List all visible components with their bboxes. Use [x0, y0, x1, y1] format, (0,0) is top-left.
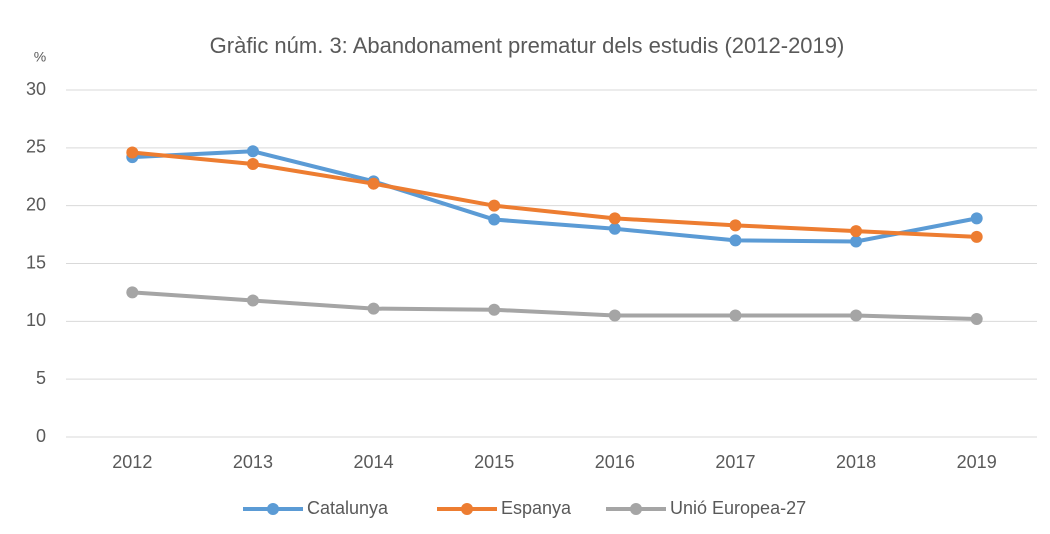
- data-point: [488, 199, 501, 212]
- data-point: [367, 177, 380, 190]
- data-point: [246, 158, 259, 171]
- chart-title: Gràfic núm. 3: Abandonament prematur del…: [210, 33, 845, 58]
- data-point: [850, 309, 863, 322]
- data-point: [850, 225, 863, 238]
- x-tick-label: 2016: [595, 452, 635, 472]
- y-tick-label: 5: [36, 368, 46, 388]
- data-point: [729, 309, 742, 322]
- y-axis-label: %: [34, 49, 46, 65]
- y-tick-label: 0: [36, 426, 46, 446]
- data-point: [608, 309, 621, 322]
- series-line: [132, 150, 977, 239]
- data-point: [970, 212, 983, 225]
- y-tick-label: 20: [26, 194, 46, 214]
- data-point: [126, 286, 139, 299]
- data-point: [729, 219, 742, 232]
- x-tick-label: 2017: [715, 452, 755, 472]
- y-tick-label: 15: [26, 252, 46, 272]
- y-tick-label: 30: [26, 79, 46, 99]
- data-point: [246, 145, 259, 158]
- legend-marker: [461, 503, 473, 515]
- data-point: [488, 213, 501, 226]
- x-tick-label: 2013: [233, 452, 273, 472]
- legend-label: Catalunya: [307, 498, 389, 518]
- data-point: [246, 294, 259, 307]
- legend-marker: [267, 503, 279, 515]
- y-tick-label: 25: [26, 137, 46, 157]
- data-point: [970, 230, 983, 243]
- series-line: [132, 149, 978, 244]
- data-point: [970, 313, 983, 326]
- data-point: [850, 235, 863, 248]
- x-tick-label: 2012: [112, 452, 152, 472]
- legend-marker: [630, 503, 642, 515]
- legend-label: Unió Europea-27: [670, 498, 806, 518]
- data-point: [488, 303, 501, 316]
- data-point: [608, 222, 621, 235]
- data-point: [126, 146, 139, 159]
- x-tick-label: 2019: [957, 452, 997, 472]
- x-tick-label: 2014: [354, 452, 394, 472]
- data-point: [608, 212, 621, 225]
- y-tick-label: 10: [26, 310, 46, 330]
- data-point: [367, 302, 380, 315]
- series-line: [132, 290, 977, 322]
- x-tick-label: 2018: [836, 452, 876, 472]
- data-point: [729, 234, 742, 247]
- legend-label: Espanya: [501, 498, 572, 518]
- x-tick-label: 2015: [474, 452, 514, 472]
